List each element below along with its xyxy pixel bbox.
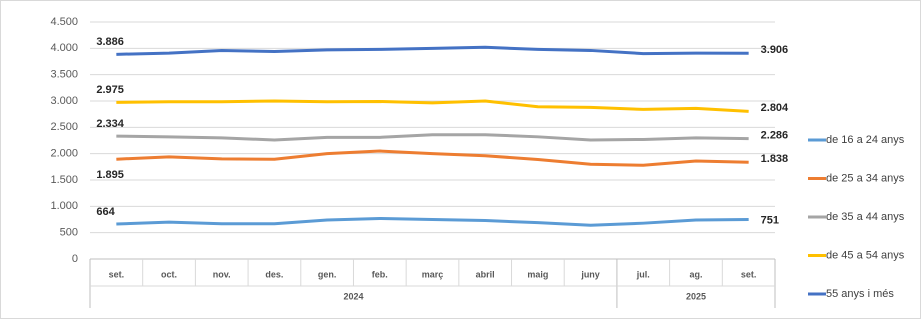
legend-label: de 35 a 44 anys [826,211,905,223]
y-tick-label: 3.000 [50,95,78,107]
x-tick-label: set. [109,269,125,279]
x-tick-label: ag. [689,269,702,279]
legend-label: de 16 a 24 anys [826,134,905,146]
x-tick-label: març [422,269,444,279]
data-label: 3.886 [96,36,124,48]
data-label: 2.975 [96,84,124,96]
x-tick-label: nov. [213,269,231,279]
x-tick-label: abril [476,269,495,279]
data-label: 751 [761,214,779,226]
data-label: 3.906 [761,44,789,56]
x-tick-label: feb. [372,269,388,279]
y-tick-label: 500 [60,227,78,239]
data-label: 2.286 [761,130,789,142]
data-label: 664 [96,206,115,218]
legend-label: de 25 a 34 anys [826,172,905,184]
x-tick-label: set. [741,269,757,279]
y-tick-label: 3.500 [50,69,78,81]
y-tick-label: 0 [72,253,78,265]
data-label: 2.334 [96,118,124,130]
x-tick-label: des. [265,269,283,279]
group-label: 2024 [343,291,363,301]
legend-label: 55 anys i més [826,288,894,300]
x-tick-label: oct. [161,269,177,279]
legend-label: de 45 a 54 anys [826,249,905,261]
y-tick-label: 2.000 [50,148,78,160]
y-tick-label: 1.500 [50,174,78,186]
series-line [116,45,749,56]
x-tick-label: juny [580,269,600,279]
y-tick-label: 4.000 [50,42,78,54]
series-line [116,99,749,113]
x-tick-label: maig [527,269,548,279]
data-label: 2.804 [761,102,789,114]
data-label: 1.838 [761,153,789,165]
y-tick-label: 1.000 [50,200,78,212]
x-tick-label: gen. [318,269,337,279]
y-tick-label: 4.500 [50,16,78,28]
series-line [116,149,749,167]
x-tick-label: jul. [636,269,650,279]
y-tick-label: 2.500 [50,121,78,133]
data-label: 1.895 [96,169,124,181]
series-line [116,133,749,142]
series-line [116,216,749,227]
group-label: 2025 [686,291,706,301]
